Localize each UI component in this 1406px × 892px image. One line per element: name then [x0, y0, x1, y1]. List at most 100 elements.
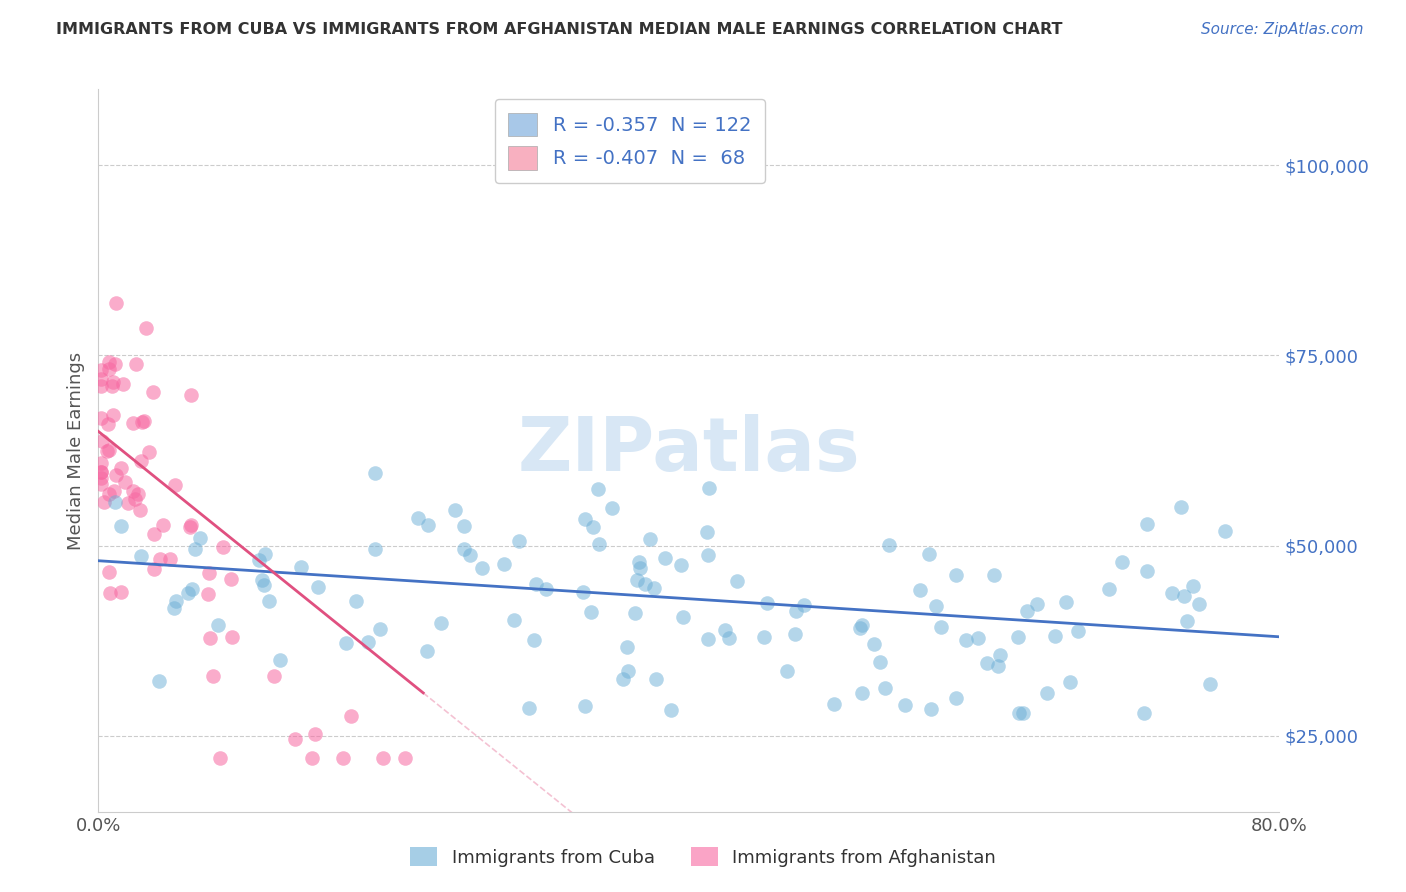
- Point: [976, 656, 998, 670]
- Point: [879, 538, 901, 552]
- Point: [97, 487, 120, 501]
- Point: [471, 561, 494, 575]
- Point: [90, 465, 112, 479]
- Point: [180, 388, 202, 402]
- Point: [101, 408, 124, 422]
- Point: [1026, 598, 1049, 612]
- Point: [307, 580, 329, 594]
- Point: [284, 731, 307, 746]
- Point: [492, 557, 515, 571]
- Point: [654, 550, 676, 565]
- Point: [1012, 706, 1035, 720]
- Point: [131, 415, 153, 429]
- Point: [91, 434, 114, 448]
- Point: [453, 519, 475, 533]
- Point: [1136, 516, 1159, 531]
- Point: [253, 548, 276, 562]
- Point: [1199, 677, 1222, 691]
- Point: [929, 620, 952, 634]
- Point: [526, 577, 548, 591]
- Point: [364, 542, 387, 557]
- Point: [600, 500, 623, 515]
- Point: [97, 443, 120, 458]
- Point: [869, 655, 891, 669]
- Point: [659, 703, 682, 717]
- Point: [571, 584, 593, 599]
- Point: [783, 626, 806, 640]
- Point: [920, 702, 942, 716]
- Point: [197, 566, 219, 580]
- Point: [110, 584, 132, 599]
- Point: [125, 358, 148, 372]
- Point: [90, 363, 112, 377]
- Point: [579, 605, 602, 619]
- Point: [945, 568, 967, 582]
- Point: [98, 355, 121, 369]
- Point: [1066, 624, 1088, 638]
- Point: [785, 604, 807, 618]
- Text: Source: ZipAtlas.com: Source: ZipAtlas.com: [1201, 22, 1364, 37]
- Point: [103, 483, 125, 498]
- Point: [149, 552, 172, 566]
- Point: [643, 582, 665, 596]
- Point: [408, 510, 430, 524]
- Point: [96, 444, 118, 458]
- Point: [121, 417, 143, 431]
- Point: [212, 540, 235, 554]
- Point: [97, 417, 120, 432]
- Point: [714, 623, 737, 637]
- Point: [90, 476, 112, 491]
- Point: [104, 357, 127, 371]
- Point: [304, 727, 326, 741]
- Point: [586, 483, 609, 497]
- Point: [517, 701, 540, 715]
- Point: [443, 503, 465, 517]
- Point: [628, 555, 651, 569]
- Point: [1173, 590, 1195, 604]
- Point: [616, 640, 638, 654]
- Point: [671, 558, 693, 572]
- Point: [252, 573, 274, 587]
- Point: [332, 751, 354, 765]
- Point: [357, 635, 380, 649]
- Point: [1170, 500, 1192, 514]
- Point: [617, 665, 640, 679]
- Point: [1132, 706, 1154, 720]
- Point: [1177, 614, 1199, 628]
- Point: [124, 491, 146, 506]
- Point: [253, 578, 276, 592]
- Point: [458, 548, 481, 562]
- Point: [142, 562, 165, 576]
- Point: [200, 632, 222, 646]
- Point: [221, 630, 243, 644]
- Point: [148, 673, 170, 688]
- Point: [725, 574, 748, 588]
- Text: IMMIGRANTS FROM CUBA VS IMMIGRANTS FROM AFGHANISTAN MEDIAN MALE EARNINGS CORRELA: IMMIGRANTS FROM CUBA VS IMMIGRANTS FROM …: [56, 22, 1063, 37]
- Point: [197, 587, 219, 601]
- Point: [849, 621, 872, 635]
- Point: [1182, 578, 1205, 592]
- Point: [416, 518, 439, 533]
- Point: [134, 414, 156, 428]
- Point: [340, 709, 363, 723]
- Y-axis label: Median Male Earnings: Median Male Earnings: [66, 351, 84, 549]
- Point: [269, 653, 291, 667]
- Point: [202, 669, 225, 683]
- Point: [122, 484, 145, 499]
- Point: [453, 542, 475, 557]
- Point: [90, 372, 112, 386]
- Point: [111, 376, 134, 391]
- Point: [90, 471, 112, 485]
- Point: [672, 610, 695, 624]
- Point: [988, 648, 1011, 662]
- Point: [966, 631, 988, 645]
- Point: [247, 553, 270, 567]
- Point: [983, 568, 1005, 582]
- Point: [503, 613, 526, 627]
- Point: [1213, 524, 1236, 538]
- Point: [101, 375, 124, 389]
- Point: [263, 669, 285, 683]
- Point: [188, 531, 211, 545]
- Point: [129, 453, 152, 467]
- Legend: Immigrants from Cuba, Immigrants from Afghanistan: Immigrants from Cuba, Immigrants from Af…: [404, 840, 1002, 874]
